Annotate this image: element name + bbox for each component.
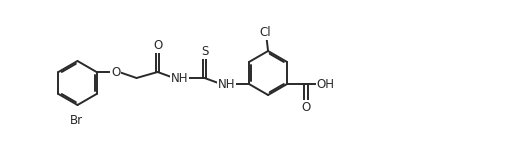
- Text: Br: Br: [70, 113, 83, 127]
- Text: S: S: [201, 45, 208, 58]
- Text: OH: OH: [316, 78, 334, 91]
- Text: NH: NH: [218, 78, 235, 91]
- Text: NH: NH: [171, 72, 188, 85]
- Text: O: O: [301, 100, 311, 113]
- Text: O: O: [153, 39, 162, 52]
- Text: O: O: [111, 66, 120, 79]
- Text: Cl: Cl: [260, 26, 271, 39]
